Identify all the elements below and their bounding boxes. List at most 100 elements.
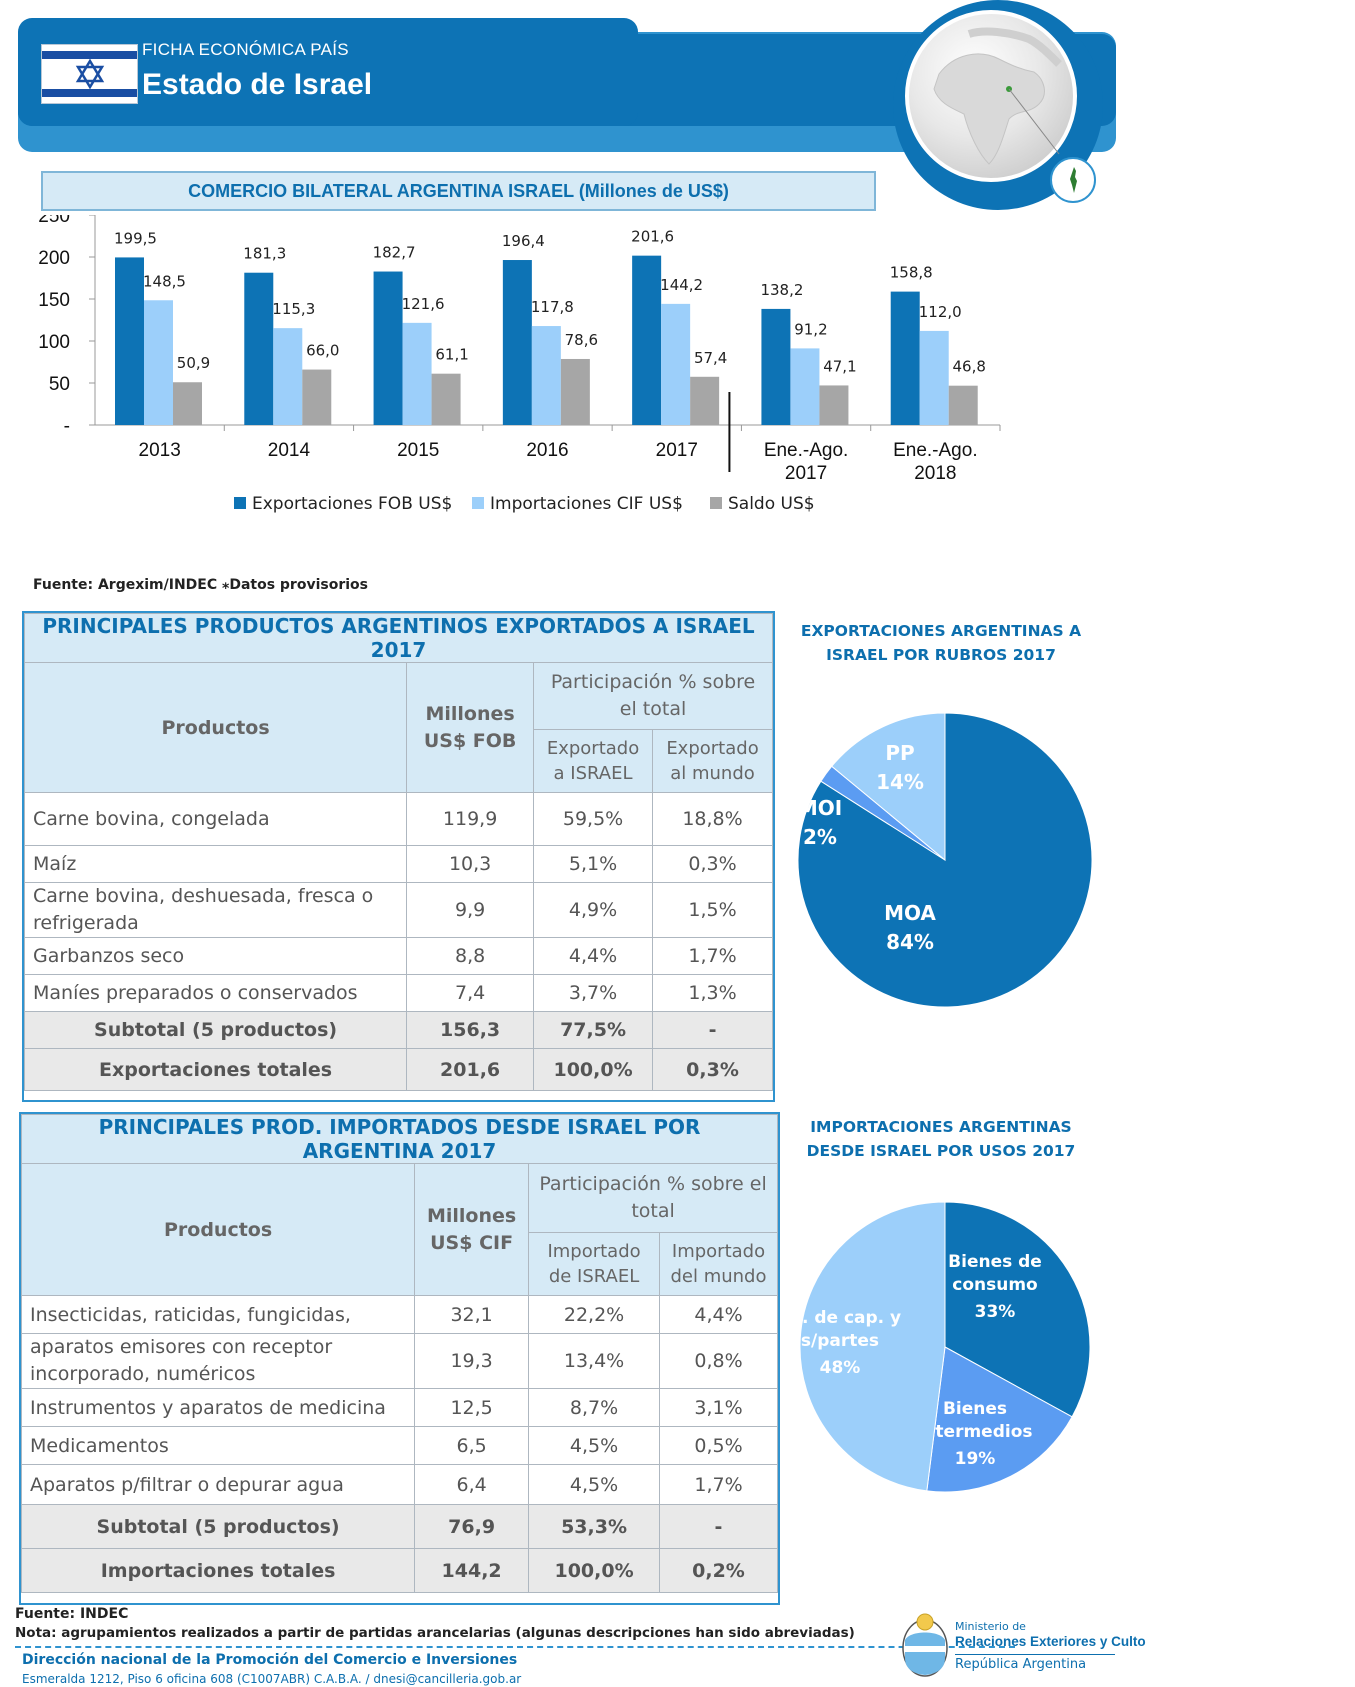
table-row: Carne bovina, congelada 119,9 59,5% 18,8… bbox=[23, 792, 773, 846]
data-label: 158,8 bbox=[890, 264, 933, 282]
product-value: 19,3 bbox=[414, 1333, 530, 1389]
product-name: Carne bovina, deshuesada, fresca o refri… bbox=[23, 882, 408, 938]
legend-swatch bbox=[234, 497, 246, 509]
import-table-frame bbox=[19, 1112, 780, 1605]
col-header-value: Millones US$ CIF bbox=[414, 1163, 530, 1296]
pie-slice-value: 33% bbox=[975, 1302, 1016, 1322]
import-pie-title-line2: DESDE ISRAEL POR USOS 2017 bbox=[806, 1142, 1076, 1160]
product-value: 6,4 bbox=[414, 1464, 530, 1505]
legend-swatch bbox=[710, 497, 722, 509]
footer-direction: Dirección nacional de la Promoción del C… bbox=[22, 1652, 518, 1668]
data-label: 144,2 bbox=[660, 276, 703, 294]
product-share-world: 0,5% bbox=[659, 1426, 778, 1465]
table-row: Maníes preparados o conservados 7,4 3,7%… bbox=[23, 974, 773, 1012]
y-tick-label: 50 bbox=[49, 374, 70, 395]
product-name: Insecticidas, raticidas, fungicidas, bbox=[20, 1295, 416, 1334]
data-label: 117,8 bbox=[531, 298, 574, 316]
israel-flag-icon bbox=[41, 44, 138, 104]
data-label: 182,7 bbox=[373, 244, 416, 262]
product-share-world: 18,8% bbox=[652, 792, 773, 846]
y-tick-label: 250 bbox=[38, 215, 70, 227]
x-tick-label: 2018 bbox=[914, 463, 956, 484]
export-pie-title-line2: ISRAEL POR RUBROS 2017 bbox=[826, 646, 1056, 664]
data-label: 181,3 bbox=[243, 245, 286, 263]
product-share-world: 0,3% bbox=[652, 845, 773, 883]
product-value: 12,5 bbox=[414, 1388, 530, 1427]
product-share-israel: 4,9% bbox=[533, 882, 654, 938]
x-tick-label: 2017 bbox=[656, 440, 698, 461]
pie-slice-value: 14% bbox=[876, 770, 924, 794]
pie-slice-value: 48% bbox=[820, 1358, 861, 1378]
col-header-share-world: Exportado al mundo bbox=[652, 729, 773, 793]
product-share-israel: 59,5% bbox=[533, 792, 654, 846]
export-table: PRINCIPALES PRODUCTOS ARGENTINOS EXPORTA… bbox=[23, 613, 773, 1091]
chart-title: COMERCIO BILATERAL ARGENTINA ISRAEL (Mil… bbox=[41, 171, 876, 211]
legend-swatch bbox=[472, 497, 484, 509]
product-share-israel: 4,5% bbox=[528, 1464, 660, 1505]
subtotal-row: Subtotal (5 productos) 156,3 77,5% - bbox=[23, 1011, 773, 1049]
footer-address: Esmeralda 1212, Piso 6 oficina 608 (C100… bbox=[22, 1672, 522, 1686]
pie-slice-name: Bienes de bbox=[948, 1252, 1042, 1272]
data-label: 115,3 bbox=[272, 300, 315, 318]
pie-slice bbox=[944, 1201, 1091, 1418]
pie-slice-name: Bienes bbox=[943, 1399, 1007, 1419]
product-share-israel: 3,7% bbox=[533, 974, 654, 1012]
col-header-share: Participación % sobre el total bbox=[533, 662, 773, 730]
product-share-world: 0,8% bbox=[659, 1333, 778, 1389]
legend-label: Saldo US$ bbox=[728, 494, 815, 514]
import-pie-chart: Bienes de consumo 33% Bienes intermedios 19% B… bbox=[780, 1201, 1091, 1493]
table-row: Maíz 10,3 5,1% 0,3% bbox=[23, 845, 773, 883]
export-pie-chart: MOA 84% MOI 2% PP 14% bbox=[797, 712, 1093, 1008]
pie-slice-name: PP bbox=[885, 741, 914, 765]
data-label: 201,6 bbox=[631, 228, 674, 246]
ministry-line2: Relaciones Exteriores y Culto bbox=[955, 1634, 1146, 1649]
export-table-title: PRINCIPALES PRODUCTOS ARGENTINOS EXPORTA… bbox=[24, 613, 773, 663]
product-name: Maíz bbox=[23, 845, 408, 883]
product-share-world: 1,3% bbox=[652, 974, 773, 1012]
product-name: Maníes preparados o conservados bbox=[23, 974, 408, 1012]
pie-slice bbox=[831, 712, 946, 862]
globe-map-icon bbox=[905, 10, 1077, 182]
bar-exports bbox=[502, 260, 532, 425]
product-value: 10,3 bbox=[406, 845, 535, 883]
product-value: 32,1 bbox=[414, 1295, 530, 1334]
page-title: Estado de Israel bbox=[142, 68, 373, 101]
x-tick-label: 2014 bbox=[268, 440, 311, 461]
table-row: Insecticidas, raticidas, fungicidas, 32,… bbox=[20, 1295, 778, 1334]
bar-imports bbox=[790, 348, 820, 425]
bar-balance bbox=[690, 376, 720, 425]
product-value: 7,4 bbox=[406, 974, 535, 1012]
pie-slice-name: intermedios bbox=[917, 1422, 1032, 1442]
israel-map-icon bbox=[1050, 157, 1096, 203]
bar-imports bbox=[273, 328, 303, 425]
pie-slice-name: MOA bbox=[884, 901, 936, 925]
export-table-frame bbox=[22, 611, 775, 1102]
bar-imports bbox=[919, 330, 949, 425]
x-tick-label: 2017 bbox=[785, 463, 827, 484]
import-pie-title: IMPORTACIONES ARGENTINAS DESDE ISRAEL PO… bbox=[791, 1115, 1091, 1163]
ministry-line1: Ministerio de bbox=[955, 1620, 1026, 1633]
bar-exports bbox=[761, 308, 791, 425]
data-label: 78,6 bbox=[565, 331, 598, 349]
bar-exports bbox=[632, 255, 662, 425]
bar-exports bbox=[890, 291, 920, 425]
data-label: 121,6 bbox=[402, 295, 445, 313]
ministry-divider bbox=[955, 1654, 1115, 1655]
data-label: 61,1 bbox=[435, 346, 468, 364]
bar-exports bbox=[115, 257, 144, 425]
col-header-share: Participación % sobre el total bbox=[528, 1163, 778, 1233]
import-pie-title-line1: IMPORTACIONES ARGENTINAS bbox=[810, 1118, 1072, 1136]
bar-balance bbox=[819, 385, 849, 425]
ministry-line3: República Argentina bbox=[955, 1657, 1087, 1672]
x-tick-label: 2016 bbox=[526, 440, 568, 461]
argentina-coat-of-arms-icon bbox=[900, 1608, 950, 1680]
product-share-israel: 5,1% bbox=[533, 845, 654, 883]
total-label: Exportaciones totales bbox=[23, 1048, 408, 1091]
bar-balance bbox=[431, 373, 461, 425]
total-row: Importaciones totales 144,2 100,0% 0,2% bbox=[20, 1548, 778, 1593]
bar-imports bbox=[402, 322, 432, 425]
pie-slice-name: consumo bbox=[952, 1275, 1037, 1295]
product-value: 119,9 bbox=[406, 792, 535, 846]
pie-slice-value: 2% bbox=[803, 825, 837, 849]
bar-balance bbox=[173, 382, 202, 425]
